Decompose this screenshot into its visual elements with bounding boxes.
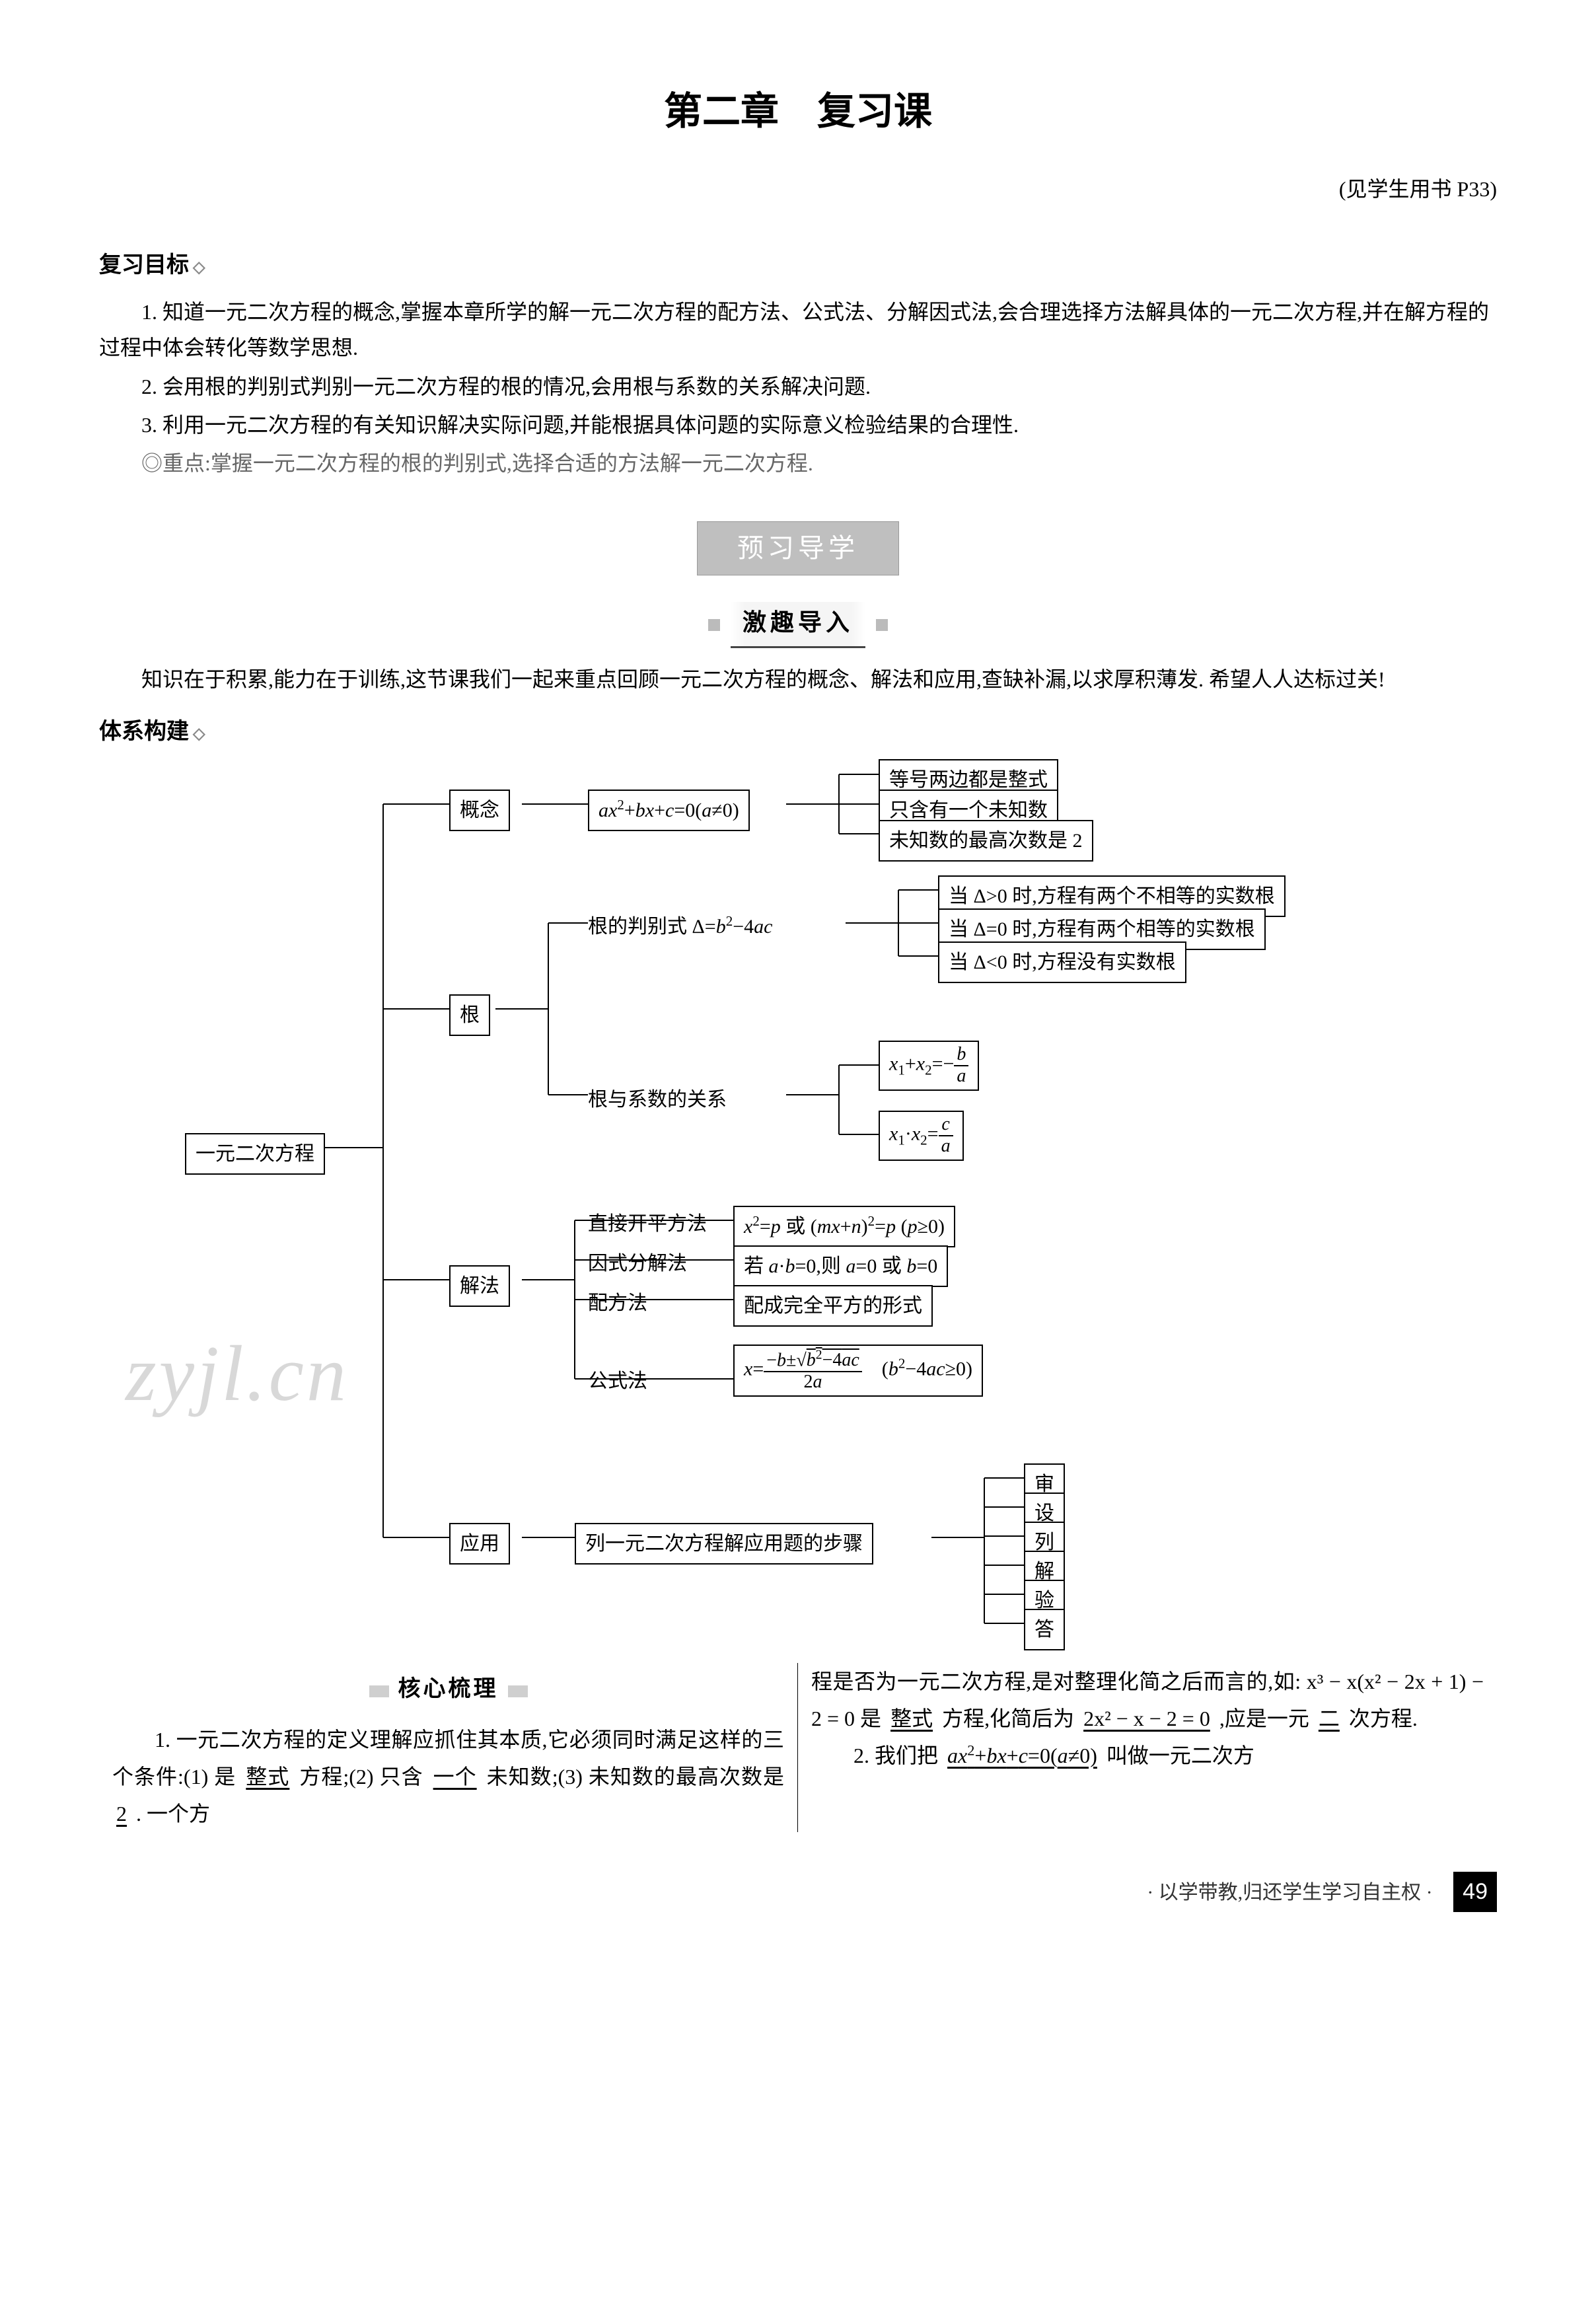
tree-method-detail: x=−b±√b2−4ac2a (b2−4ac≥0) <box>733 1345 983 1397</box>
tree-method-detail: x2=p 或 (mx+n)2=p (p≥0) <box>733 1206 955 1247</box>
decor-square-icon <box>369 1685 389 1697</box>
tree-roots: 根 <box>449 994 490 1036</box>
tree-discriminant: 根的判别式 Δ=b2−4ac <box>588 910 772 943</box>
fill-blank: 二 <box>1315 1707 1344 1730</box>
core-right-column: 程是否为一元二次方程,是对整理化简之后而言的,如: x³ − x(x² − 2x… <box>798 1663 1497 1832</box>
tree-apply: 应用 <box>449 1523 510 1565</box>
preview-banner: 预习导学 <box>99 521 1497 575</box>
section-heading-structure: 体系构建 <box>99 713 1497 751</box>
tree-concept-formula: ax2+bx+c=0(a≠0) <box>588 790 750 831</box>
footer-motto: · 以学带教,归还学生学习自主权 · <box>1147 1882 1432 1903</box>
intro-text: 知识在于积累,能力在于训练,这节课我们一起来重点回顾一元二次方程的概念、解法和应… <box>99 661 1497 697</box>
concept-tree: zyjl.cn <box>99 764 1497 1637</box>
fill-blank: 一个 <box>429 1765 481 1788</box>
core-left-column: 核心梳理 1. 一元二次方程的定义理解应抓住其本质,它必须同时满足这样的三个条件… <box>99 1663 798 1832</box>
preview-banner-label: 预习导学 <box>697 521 899 575</box>
tree-concept: 概念 <box>449 790 510 831</box>
section-heading-objectives: 复习目标 <box>99 246 1497 285</box>
fill-blank: 整式 <box>242 1765 293 1788</box>
objective-item: 1. 知道一元二次方程的概念,掌握本章所学的解一元二次方程的配方法、公式法、分解… <box>99 294 1497 366</box>
tree-concept-child: 未知数的最高次数是 2 <box>879 820 1093 862</box>
objective-item: 2. 会用根的判别式判别一元二次方程的根的情况,会用根与系数的关系解决问题. <box>99 369 1497 404</box>
tree-method-detail: 若 a·b=0,则 a=0 或 b=0 <box>733 1245 948 1287</box>
core-heading: 核心梳理 <box>112 1670 784 1709</box>
core-para: 2. 我们把 ax2+bx+c=0(a≠0) 叫做一元二次方 <box>811 1737 1484 1774</box>
fill-blank: 2 <box>112 1802 131 1825</box>
page-title: 第二章 复习课 <box>99 79 1497 145</box>
decor-square-icon <box>876 619 888 631</box>
page-reference: (见学生用书 P33) <box>99 171 1497 207</box>
tree-vieta: 根与系数的关系 <box>588 1083 727 1117</box>
page-footer: · 以学带教,归还学生学习自主权 · 49 <box>99 1872 1497 1913</box>
tree-method-name: 因式分解法 <box>588 1247 687 1280</box>
sub-banner-label: 激趣导入 <box>731 602 865 648</box>
keypoint: ◎重点:掌握一元二次方程的根的判别式,选择合适的方法解一元二次方程. <box>99 445 1497 481</box>
tree-method-name: 配方法 <box>588 1286 647 1320</box>
tree-connectors <box>99 764 1497 1637</box>
sub-banner: 激趣导入 <box>99 602 1497 648</box>
core-para: 程是否为一元二次方程,是对整理化简之后而言的,如: x³ − x(x² − 2x… <box>811 1663 1484 1737</box>
decor-square-icon <box>508 1685 528 1697</box>
decor-square-icon <box>708 619 720 631</box>
tree-method-detail: 配成完全平方的形式 <box>733 1285 933 1327</box>
tree-disc-child: 当 Δ<0 时,方程没有实数根 <box>938 941 1186 983</box>
fill-blank: 2x² − x − 2 = 0 <box>1079 1707 1214 1730</box>
tree-methods: 解法 <box>449 1265 510 1307</box>
tree-root: 一元二次方程 <box>185 1133 325 1175</box>
tree-vieta-prod: x1·x2=ca <box>879 1111 964 1161</box>
tree-apply-mid: 列一元二次方程解应用题的步骤 <box>575 1523 873 1565</box>
tree-vieta-sum: x1+x2=−ba <box>879 1041 979 1091</box>
tree-method-name: 公式法 <box>588 1364 647 1398</box>
core-columns: 核心梳理 1. 一元二次方程的定义理解应抓住其本质,它必须同时满足这样的三个条件… <box>99 1663 1497 1832</box>
fill-blank: ax2+bx+c=0(a≠0) <box>943 1744 1101 1767</box>
page-number: 49 <box>1453 1872 1497 1913</box>
tree-apply-step: 答 <box>1024 1609 1065 1650</box>
objective-item: 3. 利用一元二次方程的有关知识解决实际问题,并能根据具体问题的实际意义检验结果… <box>99 407 1497 443</box>
core-para: 1. 一元二次方程的定义理解应抓住其本质,它必须同时满足这样的三个条件:(1) … <box>112 1721 784 1832</box>
fill-blank: 整式 <box>887 1707 937 1730</box>
tree-method-name: 直接开平方法 <box>588 1207 707 1241</box>
